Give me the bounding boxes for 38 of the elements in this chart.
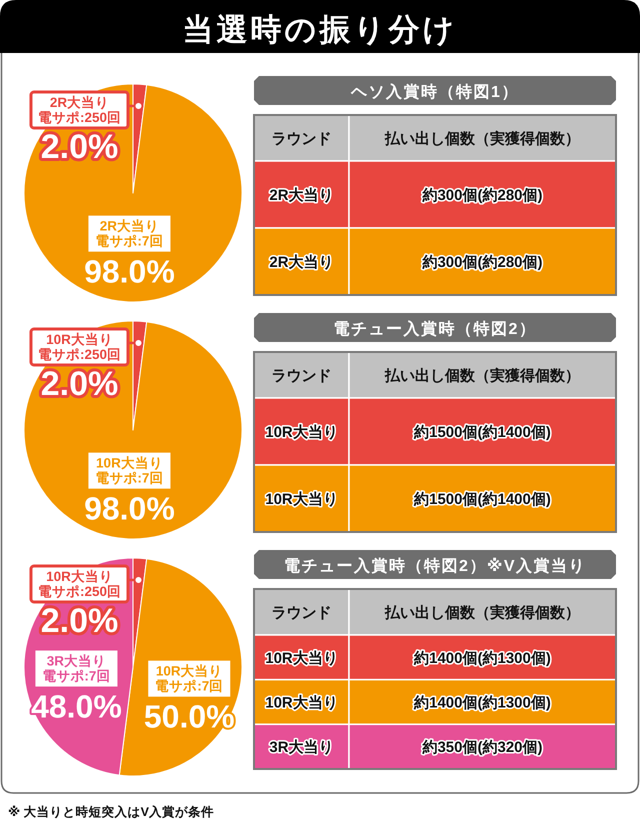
text: 約1500個(約1400個)	[413, 491, 551, 508]
text: 2R大当り	[269, 254, 334, 271]
data-label: 48.0%	[31, 688, 122, 725]
text: 3R大当り	[269, 739, 334, 756]
heading: 電チュー入賞時（特図2）※V入賞当り	[254, 550, 616, 579]
text: 払い出し個数（実獲得個数）	[384, 366, 580, 384]
text: ※ 大当りと時短突入はV入賞が条件	[8, 804, 214, 819]
text: 約350個(約320個)	[421, 739, 543, 756]
text: 約1500個(約1400個)	[413, 424, 551, 441]
slice-label: 10R大当り電サポ:7回	[95, 456, 164, 486]
slice-label: 3R大当り電サポ:7回	[42, 654, 110, 684]
legend-label: 2R大当り電サポ:250回	[38, 95, 121, 125]
text: 約300個(約280個)	[421, 254, 543, 271]
heading: ヘソ入賞時（特図1）	[254, 76, 616, 105]
heading: 電チュー入賞時（特図2）	[254, 313, 616, 342]
title-banner: 当選時の振り分け	[0, 0, 640, 53]
data-label: 98.0%	[84, 490, 175, 527]
legend-label: 10R大当り電サポ:250回	[38, 332, 121, 362]
slice-label: 2R大当り電サポ:7回	[95, 218, 164, 249]
text: ラウンド	[272, 368, 332, 384]
text: 払い出し個数（実獲得個数）	[384, 130, 580, 148]
data-label: 2.0%	[40, 128, 118, 166]
text: 約1400個(約1300個)	[413, 650, 551, 667]
text: 10R大当り	[265, 694, 338, 712]
data-label: 98.0%	[84, 254, 175, 290]
slice-label: 10R大当り電サポ:7回	[155, 664, 224, 694]
text: 10R大当り	[265, 424, 338, 441]
legend-label: 10R大当り電サポ:250回	[38, 569, 121, 599]
text: 10R大当り	[265, 650, 338, 667]
text: 払い出し個数（実獲得個数）	[384, 604, 580, 622]
text: ラウンド	[272, 604, 332, 622]
text: 2R大当り	[269, 187, 334, 204]
text: 約300個(約280個)	[421, 187, 543, 204]
text: 10R大当り	[265, 491, 338, 508]
data-label: 2.0%	[40, 365, 118, 403]
text: 約1400個(約1300個)	[413, 694, 551, 712]
data-label: 2.0%	[40, 602, 118, 640]
text: ラウンド	[272, 130, 332, 148]
